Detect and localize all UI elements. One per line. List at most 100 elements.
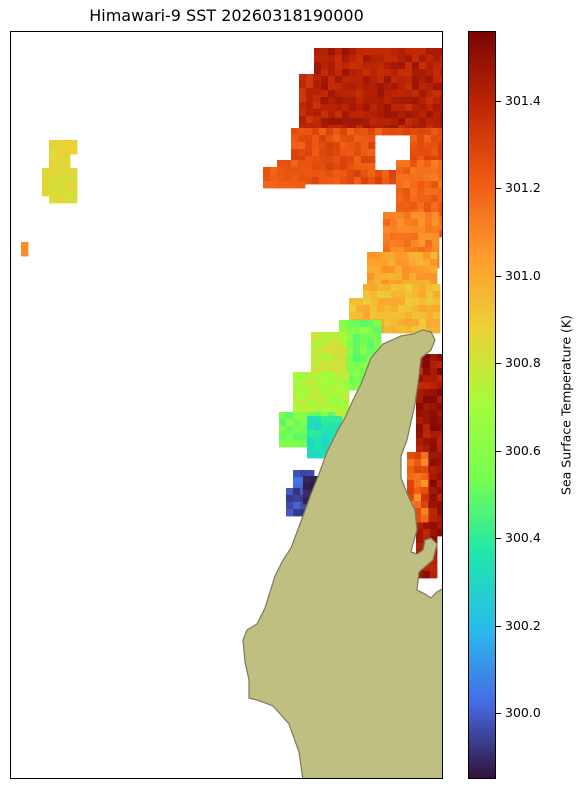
- sst-pixel: [412, 319, 420, 327]
- sst-pixel: [423, 266, 431, 274]
- sst-map: [21, 48, 442, 778]
- sst-pixel: [313, 123, 321, 131]
- sst-pixel: [347, 128, 355, 136]
- sst-pixel: [414, 480, 422, 488]
- sst-pixel: [405, 284, 413, 292]
- sst-pixel: [370, 111, 378, 119]
- sst-pixel: [395, 280, 403, 288]
- sst-pixel: [339, 367, 347, 375]
- sst-pixel: [403, 174, 411, 182]
- sst-pixel: [299, 74, 307, 82]
- sst-pixel: [346, 355, 354, 363]
- sst-pixel: [270, 167, 278, 175]
- sst-pixel: [384, 83, 392, 91]
- sst-pixel: [298, 142, 306, 150]
- sst-pixel: [326, 135, 334, 143]
- sst-pixel: [298, 135, 306, 143]
- sst-pixel: [356, 69, 364, 77]
- sst-pixel: [279, 419, 287, 427]
- sst-pixel: [381, 266, 389, 274]
- sst-pixel: [430, 368, 438, 376]
- sst-pixel: [361, 128, 369, 136]
- sst-pixel: [377, 90, 385, 98]
- sst-pixel: [416, 280, 424, 288]
- sst-pixel: [321, 412, 329, 420]
- sst-pixel: [313, 102, 321, 110]
- sst-pixel: [430, 354, 438, 362]
- sst-pixel: [437, 515, 442, 523]
- sst-pixel: [321, 111, 329, 119]
- sst-pixel: [416, 410, 424, 418]
- sst-pixel: [342, 379, 350, 387]
- sst-pixel: [307, 400, 315, 408]
- sst-pixel: [414, 452, 422, 460]
- sst-pixel: [342, 372, 350, 380]
- sst-pixel: [433, 69, 441, 77]
- sst-pixel: [416, 417, 424, 425]
- sst-pixel: [321, 83, 329, 91]
- sst-pixel: [293, 386, 301, 394]
- sst-pixel: [360, 362, 368, 370]
- sst-pixel: [430, 529, 438, 537]
- sst-pixel: [382, 177, 390, 185]
- sst-pixel: [416, 259, 424, 267]
- sst-pixel: [361, 170, 369, 178]
- sst-pixel: [325, 332, 333, 340]
- sst-pixel: [410, 156, 418, 164]
- sst-pixel: [416, 403, 424, 411]
- sst-pixel: [363, 90, 371, 98]
- sst-pixel: [312, 128, 320, 136]
- sst-pixel: [314, 416, 322, 424]
- sst-pixel: [56, 161, 64, 169]
- sst-pixel: [374, 327, 382, 335]
- sst-pixel: [293, 433, 301, 441]
- sst-pixel: [440, 97, 442, 105]
- sst-pixel: [409, 259, 417, 267]
- sst-pixel: [328, 62, 336, 70]
- sst-pixel: [395, 259, 403, 267]
- sst-pixel: [405, 76, 413, 84]
- sst-pixel: [390, 226, 398, 234]
- sst-pixel: [363, 83, 371, 91]
- sst-pixel: [433, 83, 441, 91]
- sst-pixel: [346, 376, 354, 384]
- sst-pixel: [363, 111, 371, 119]
- sst-pixel: [405, 319, 413, 327]
- sst-pixel: [375, 170, 383, 178]
- sst-pixel: [339, 339, 347, 347]
- sst-pixel: [403, 160, 411, 168]
- sst-pixel: [328, 111, 336, 119]
- sst-pixel: [433, 319, 441, 327]
- sst-pixel: [423, 273, 431, 281]
- sst-pixel: [405, 62, 413, 70]
- sst-pixel: [398, 305, 406, 313]
- sst-pixel: [433, 76, 441, 84]
- sst-pixel: [311, 367, 319, 375]
- sst-pixel: [381, 280, 389, 288]
- sst-pixel: [263, 174, 271, 182]
- sst-pixel: [342, 69, 350, 77]
- sst-pixel: [321, 118, 329, 126]
- sst-pixel: [342, 62, 350, 70]
- sst-pixel: [424, 149, 432, 157]
- sst-pixel: [412, 291, 420, 299]
- sst-pixel: [63, 196, 71, 204]
- sst-pixel: [328, 407, 336, 415]
- sst-pixel: [391, 48, 399, 56]
- sst-pixel: [306, 116, 314, 124]
- sst-pixel: [396, 188, 404, 196]
- sst-pixel: [363, 69, 371, 77]
- sst-pixel: [431, 156, 439, 164]
- sst-pixel: [438, 135, 442, 143]
- sst-pixel: [300, 426, 308, 434]
- sst-pixel: [425, 219, 433, 227]
- sst-pixel: [374, 341, 382, 349]
- sst-pixel: [384, 90, 392, 98]
- sst-pixel: [390, 240, 398, 248]
- sst-pixel: [333, 135, 341, 143]
- sst-pixel: [307, 470, 315, 478]
- sst-pixel: [421, 459, 429, 467]
- sst-pixel: [416, 522, 424, 530]
- sst-pixel: [300, 372, 308, 380]
- sst-pixel: [426, 83, 434, 91]
